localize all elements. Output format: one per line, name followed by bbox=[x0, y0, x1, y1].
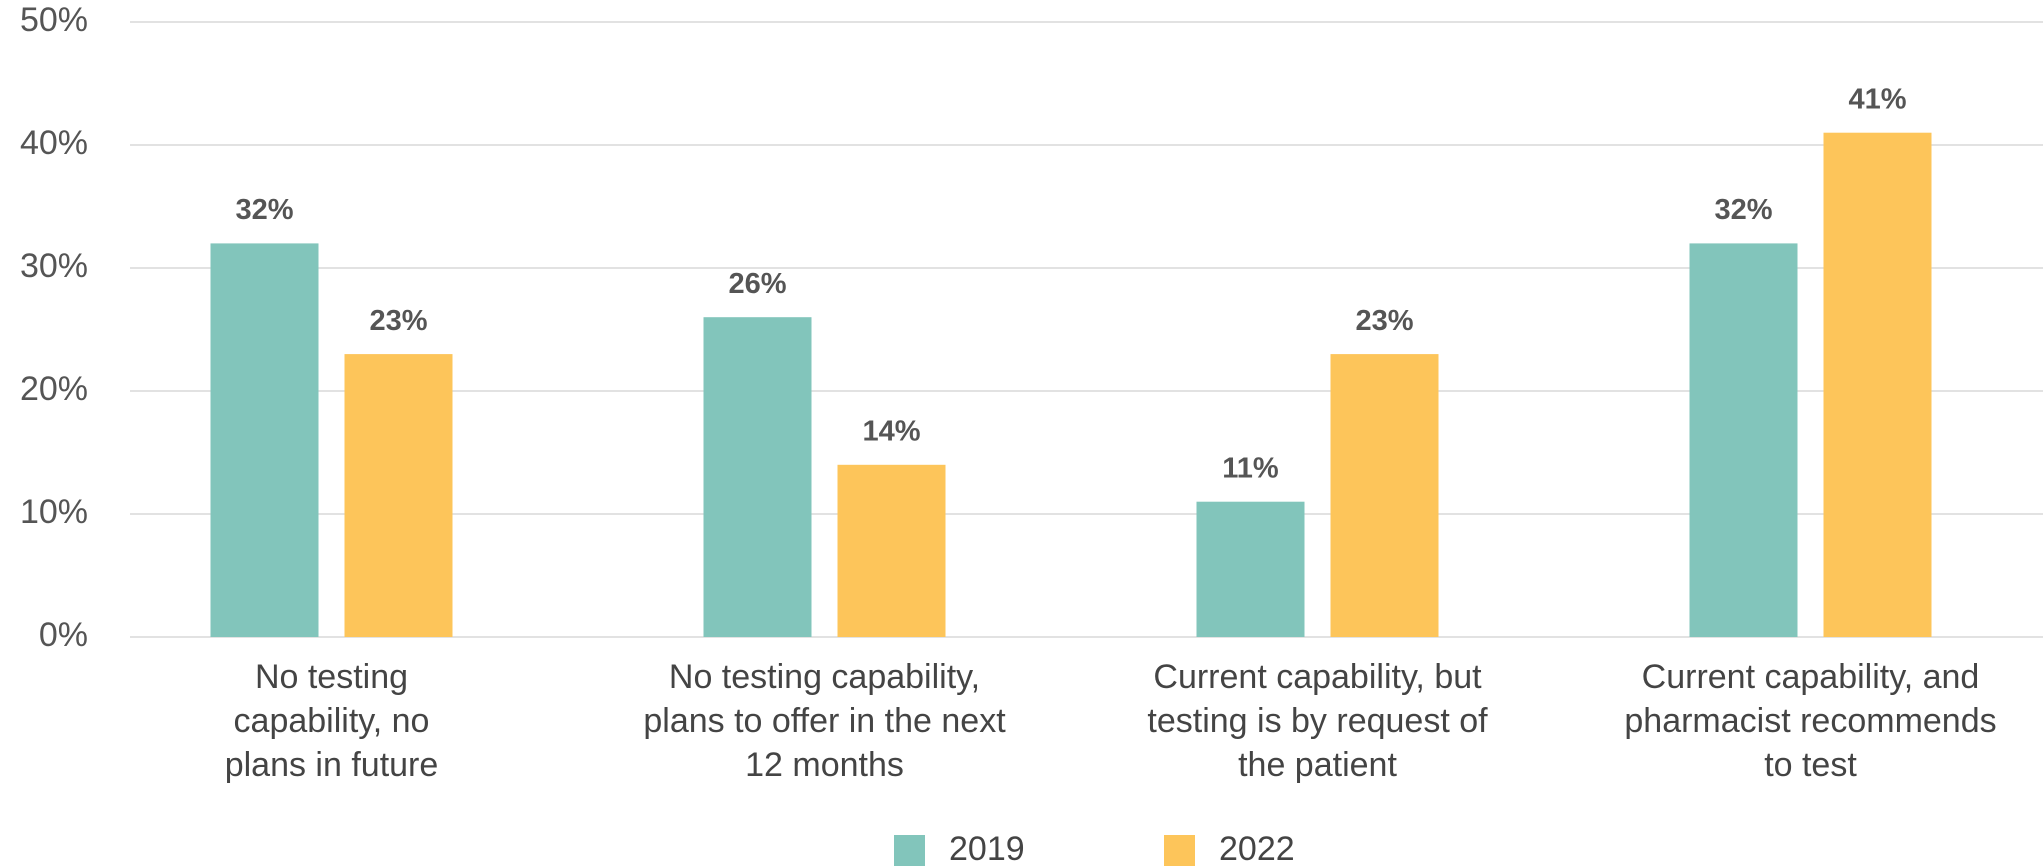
bar bbox=[837, 464, 946, 637]
value-label: 11% bbox=[1222, 452, 1279, 484]
bar bbox=[1196, 501, 1305, 637]
y-tick-label: 50% bbox=[20, 1, 88, 39]
value-label: 26% bbox=[728, 268, 786, 300]
value-label: 23% bbox=[1355, 305, 1413, 337]
y-tick-label: 10% bbox=[20, 493, 88, 531]
legend-label: 2019 bbox=[949, 830, 1025, 866]
bar bbox=[344, 354, 453, 637]
value-label: 32% bbox=[1714, 194, 1772, 226]
x-tick-label: Current capability, and pharmacist recom… bbox=[1624, 658, 1997, 784]
y-tick-label: 0% bbox=[39, 616, 88, 654]
x-tick-label: No testing capability, no plans in futur… bbox=[224, 658, 439, 784]
bar bbox=[1823, 132, 1932, 637]
value-label: 41% bbox=[1848, 83, 1906, 115]
bar bbox=[210, 243, 319, 637]
value-label: 14% bbox=[862, 415, 920, 447]
y-tick-label: 30% bbox=[20, 247, 88, 285]
x-tick-label: Current capability, but testing is by re… bbox=[1147, 658, 1488, 784]
bar bbox=[1689, 243, 1798, 637]
bar bbox=[1330, 354, 1439, 637]
value-label: 23% bbox=[369, 305, 427, 337]
legend-swatch bbox=[1164, 835, 1195, 866]
y-tick-label: 40% bbox=[20, 124, 88, 162]
bar bbox=[703, 317, 812, 637]
x-tick-label: No testing capability, plans to offer in… bbox=[643, 658, 1006, 784]
legend-label: 2022 bbox=[1219, 830, 1295, 866]
y-tick-label: 20% bbox=[20, 370, 88, 408]
value-label: 32% bbox=[235, 194, 293, 226]
legend-swatch bbox=[894, 835, 925, 866]
